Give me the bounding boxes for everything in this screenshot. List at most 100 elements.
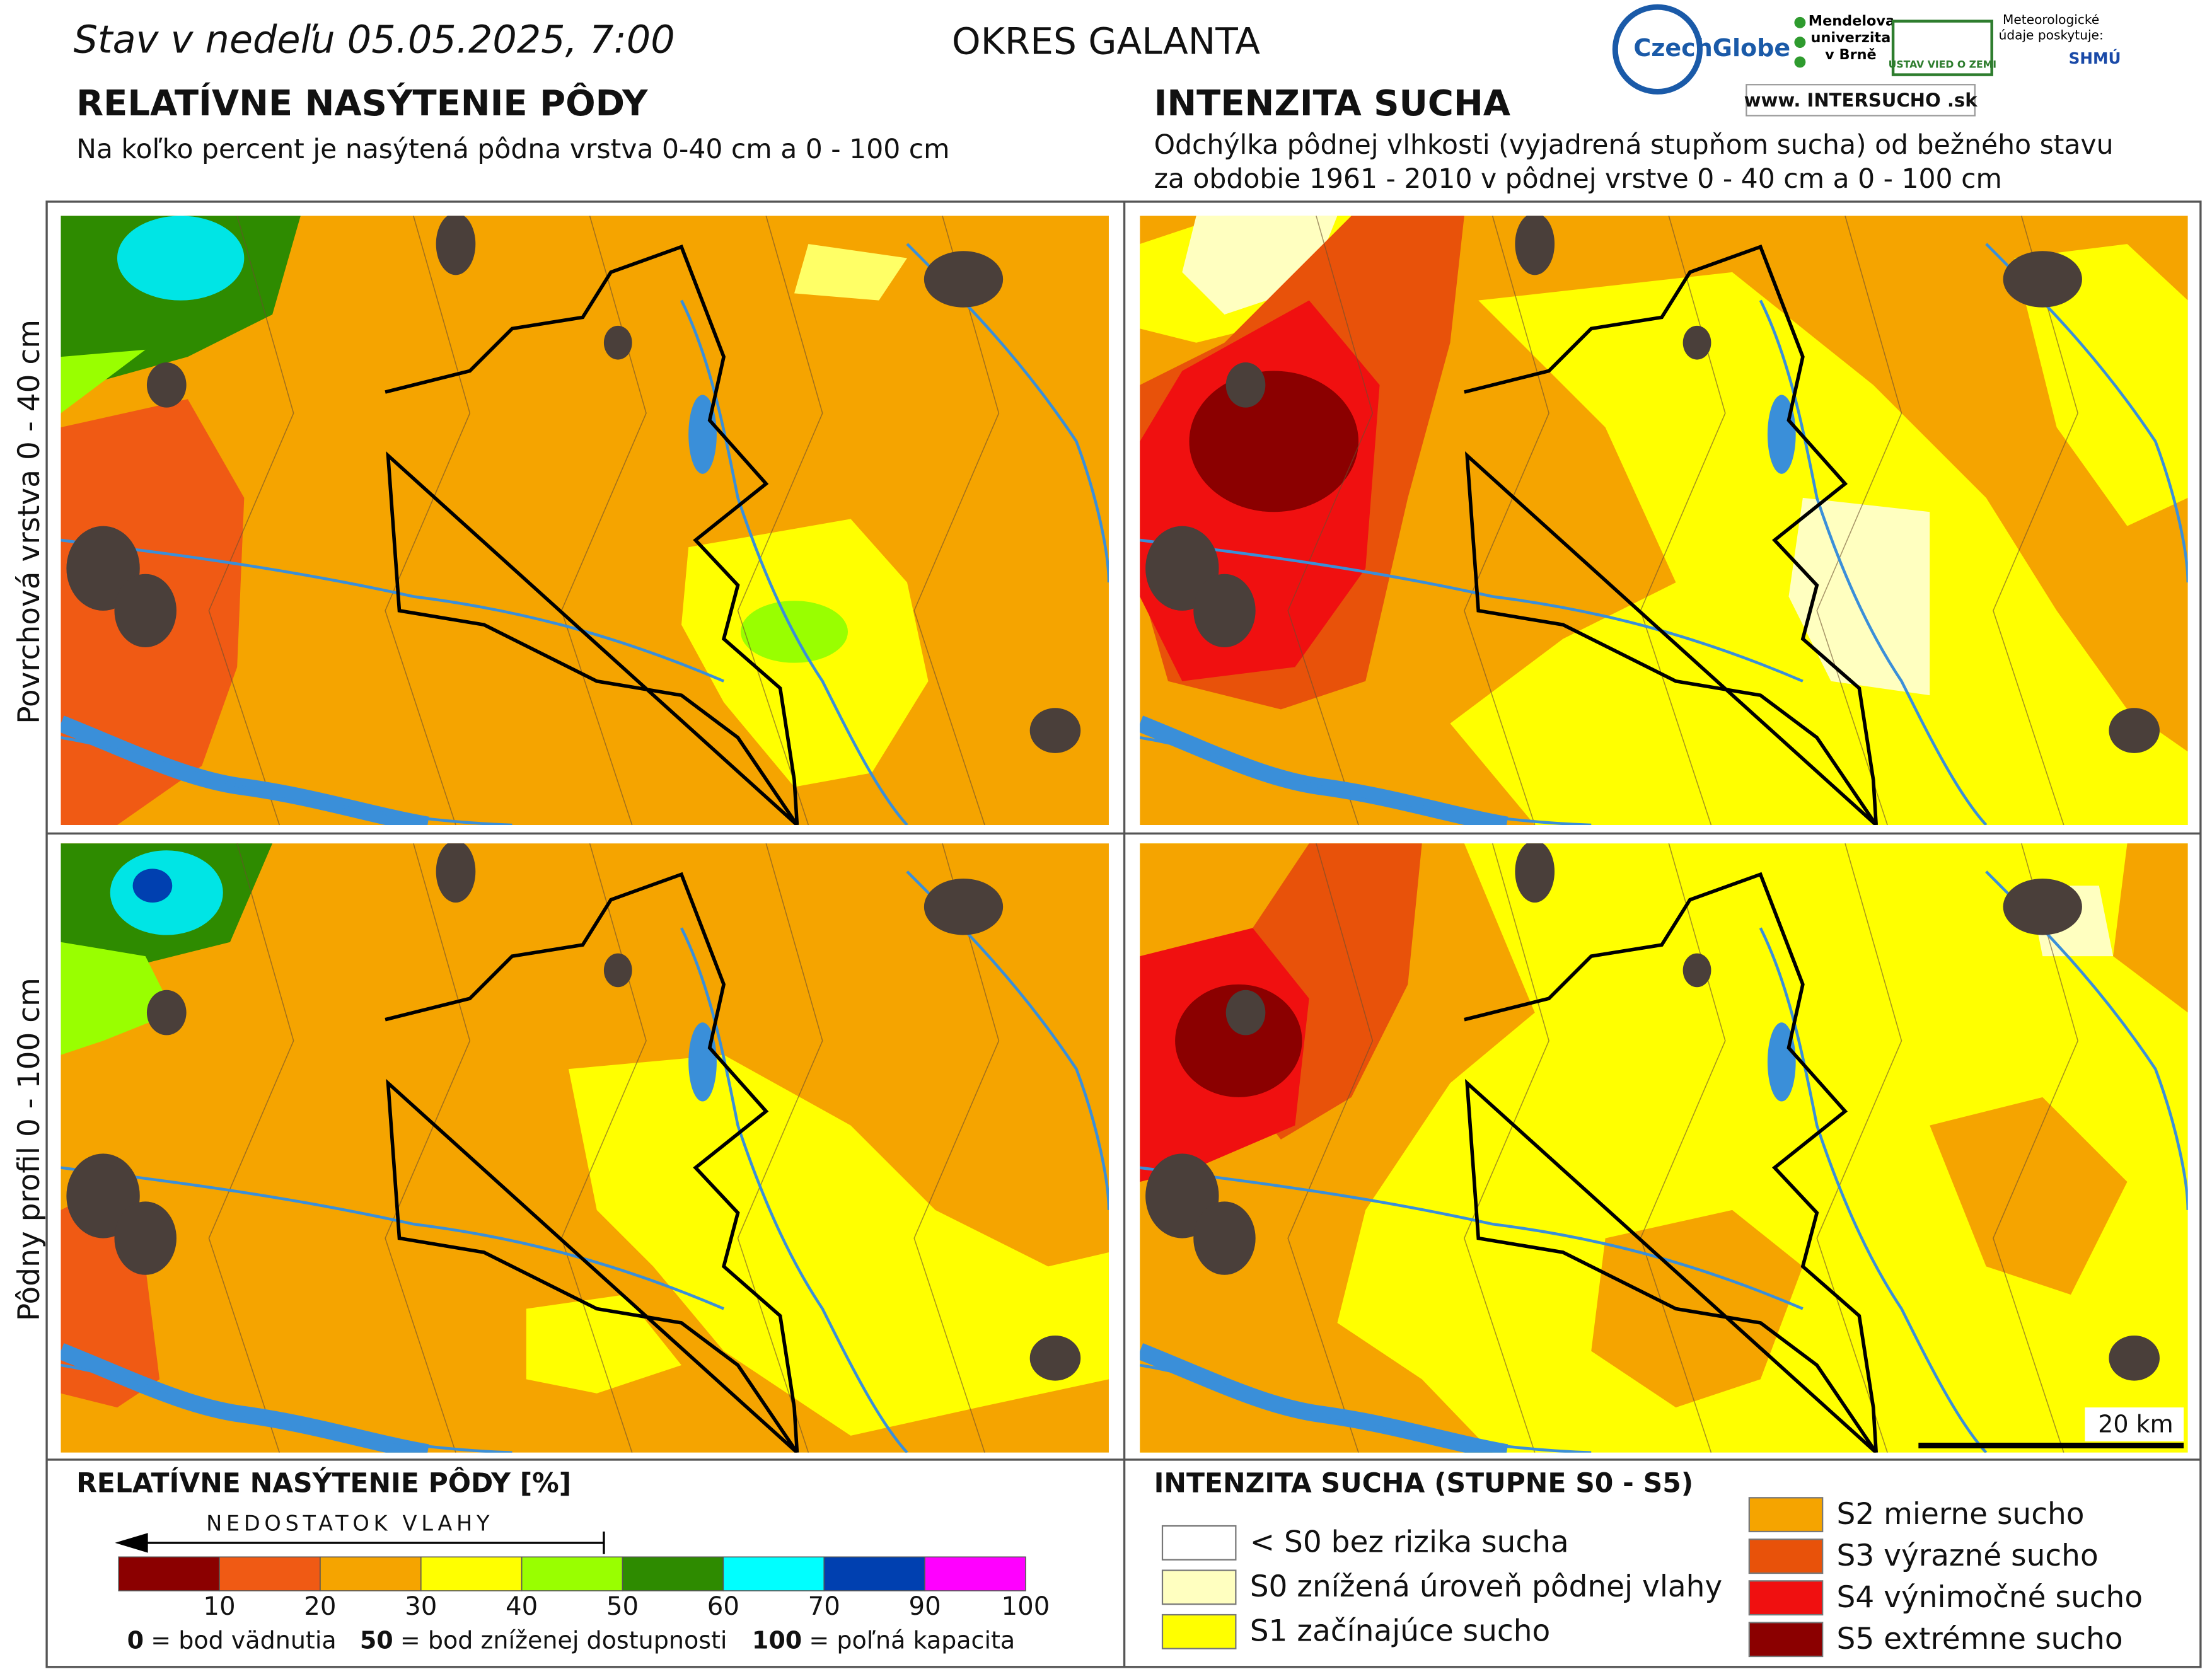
scale-tick-label: 50 [606, 1592, 639, 1621]
city [1029, 708, 1081, 753]
drought-legend: < S0 bez rizika sucha S0 znížená úroveň p… [1161, 1497, 2143, 1658]
river [680, 299, 908, 825]
city [603, 953, 632, 988]
scale-note: 0 = bod vädnutia [127, 1626, 337, 1654]
city [114, 1201, 177, 1275]
admin-boundary [737, 843, 823, 1453]
scale-bar-label: 20 km [2098, 1411, 2174, 1438]
legend-label: < S0 bez rizika sucha [1250, 1525, 1569, 1560]
admin-boundary [208, 216, 294, 825]
frame [45, 200, 2202, 1668]
admin-boundary [1640, 216, 1726, 825]
legend-label: S5 extrémne sucho [1837, 1622, 2123, 1656]
row-label: Pôdny profil 0 - 100 cm [12, 978, 47, 1321]
right-subtitle: za obdobie 1961 - 2010 v pôdnej vrstve 0… [1154, 164, 2002, 195]
note-key: 100 [752, 1626, 802, 1654]
map-area [61, 349, 146, 413]
admin-boundary [1993, 843, 2079, 1453]
city [114, 574, 177, 648]
legend-swatch [1748, 1580, 1824, 1616]
city [1515, 216, 1555, 275]
legend-swatch [1748, 1538, 1824, 1574]
city [2109, 708, 2160, 753]
scale-tick-label: 60 [707, 1592, 739, 1621]
district-border [385, 872, 799, 1453]
scale-tick-label: 70 [808, 1592, 840, 1621]
arrow [115, 1532, 605, 1554]
river [1759, 927, 1988, 1453]
map-area [526, 1295, 681, 1394]
legend-swatch [1748, 1622, 1824, 1658]
admin-boundary [913, 216, 1000, 825]
admin-boundary [737, 216, 823, 825]
scale-tick-label: 100 [1002, 1592, 1050, 1621]
river [61, 1166, 724, 1310]
map-area [1788, 497, 1930, 696]
right-subtitle: Odchýlka pôdnej vlhkosti (vyjadrená stup… [1154, 130, 2114, 161]
legend-swatch [1161, 1613, 1237, 1649]
scale-tick-label: 40 [506, 1592, 538, 1621]
legend-label: S2 mierne sucho [1837, 1497, 2085, 1532]
scale-tick-label: 20 [304, 1592, 336, 1621]
note-text: = bod vädnutia [151, 1626, 336, 1654]
note-text: = poľná kapacita [809, 1626, 1015, 1654]
river [1140, 538, 1804, 683]
city [924, 879, 1004, 935]
scale-swatch [118, 1556, 220, 1591]
legend-label: S4 výnimočné sucho [1837, 1580, 2143, 1615]
maps [61, 216, 2188, 1453]
admin-boundary [560, 216, 647, 825]
left-subtitle: Na koľko percent je nasýtená pôdna vrstv… [76, 134, 949, 165]
city [2003, 879, 2082, 935]
scale-swatch [823, 1556, 925, 1591]
date-title: Stav v nedeľu 05.05.2025, 7:00 [74, 18, 675, 62]
river [680, 927, 908, 1453]
river [61, 538, 724, 683]
map-area [568, 1054, 1109, 1436]
city [1225, 362, 1266, 408]
admin-boundary [1464, 216, 1549, 825]
map-area [1175, 984, 1302, 1097]
note-key: 50 [360, 1626, 393, 1654]
river [1140, 736, 1592, 825]
river [1140, 1166, 1804, 1310]
city [603, 325, 632, 360]
scale-swatch [420, 1556, 523, 1591]
city [1029, 1335, 1081, 1381]
logo-shmu: SHMÚ [2069, 49, 2121, 67]
map-area [2113, 843, 2188, 1013]
city [924, 251, 1004, 308]
city [1225, 990, 1266, 1036]
map-area [1591, 1209, 1803, 1408]
city [436, 216, 476, 275]
river [1140, 1363, 1592, 1453]
right-title: INTENZITA SUCHA [1154, 83, 1510, 124]
scale-swatch [320, 1556, 422, 1591]
city [1682, 325, 1711, 360]
admin-boundary [1287, 843, 1374, 1453]
logo-mendelu: Mendelova univerzita v Brně [1808, 14, 1894, 64]
scale-swatch [219, 1556, 321, 1591]
map-panel [61, 216, 1109, 825]
legend-label: S0 znížená úroveň pôdnej vlahy [1250, 1569, 1723, 1604]
region-title: OKRES GALANTA [952, 20, 1260, 62]
city [146, 990, 187, 1036]
map-panel [1140, 843, 2188, 1453]
admin-boundary [208, 843, 294, 1453]
logo-intersucho-box [1746, 84, 1976, 117]
admin-boundary [913, 843, 1000, 1453]
scale-swatch [722, 1556, 825, 1591]
logo-meteo-text: Meteorologické údaje poskytuje: [1998, 14, 2104, 44]
map-area [1189, 371, 1359, 512]
admin-boundary [385, 843, 471, 1453]
logo-ring [1612, 4, 1703, 95]
map-area [1182, 216, 1338, 315]
district-border [1464, 245, 1879, 825]
legend-swatch [1748, 1497, 1824, 1533]
logo-mendelu-text: Mendelova univerzita v Brně [1808, 14, 1894, 64]
scale-swatch [924, 1556, 1026, 1591]
admin-boundary [1640, 843, 1726, 1453]
admin-boundary [1816, 216, 1902, 825]
admin-boundary [1993, 216, 2079, 825]
